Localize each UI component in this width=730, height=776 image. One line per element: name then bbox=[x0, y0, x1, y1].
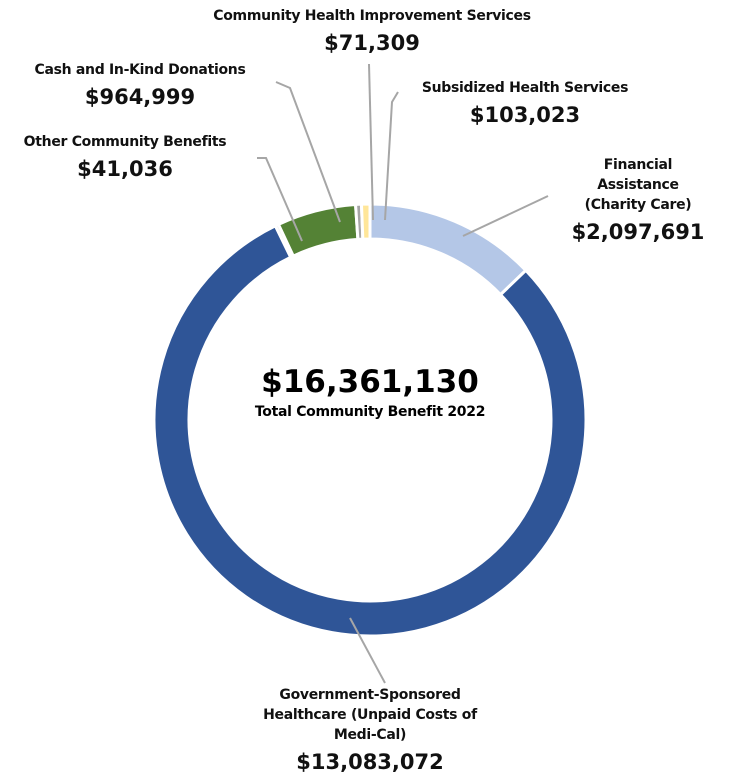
category-label: Community Health Improvement Services bbox=[213, 8, 531, 24]
value-label: $71,309 bbox=[324, 31, 420, 55]
value-label: $103,023 bbox=[469, 103, 581, 127]
data-label: Government-Sponsored Healthcare (Unpaid … bbox=[220, 685, 520, 776]
center-text: Total Community Benefit 2022 bbox=[254, 404, 486, 420]
category-label: Government-Sponsored Healthcare (Unpaid … bbox=[263, 687, 477, 743]
center-label: $16,361,130 Total Community Benefit 2022 bbox=[254, 362, 486, 422]
leader-line bbox=[368, 63, 374, 221]
value-label: $964,999 bbox=[84, 85, 196, 109]
data-label: Subsidized Health Services $103,023 bbox=[390, 78, 660, 130]
leader-line bbox=[257, 157, 303, 242]
leader-line bbox=[349, 617, 386, 684]
data-label: Cash and In-Kind Donations $964,999 bbox=[5, 60, 275, 112]
value-label: $13,083,072 bbox=[296, 750, 444, 774]
category-label: Financial Assistance (Charity Care) bbox=[584, 157, 692, 213]
data-label: Community Health Improvement Services $71… bbox=[162, 6, 582, 58]
total-value: $16,361,130 bbox=[261, 364, 479, 400]
leader-line bbox=[275, 81, 341, 223]
value-label: $41,036 bbox=[77, 157, 173, 181]
value-label: $2,097,691 bbox=[571, 220, 705, 244]
category-label: Cash and In-Kind Donations bbox=[34, 62, 246, 78]
data-label: Financial Assistance (Charity Care) $2,09… bbox=[543, 155, 730, 247]
category-label: Other Community Benefits bbox=[23, 134, 227, 150]
category-label: Subsidized Health Services bbox=[421, 80, 629, 96]
donut-segment bbox=[152, 223, 588, 638]
leader-line bbox=[462, 195, 549, 237]
donut-segment bbox=[359, 202, 372, 241]
leader-line bbox=[384, 91, 399, 221]
data-label: Other Community Benefits $41,036 bbox=[0, 132, 255, 184]
